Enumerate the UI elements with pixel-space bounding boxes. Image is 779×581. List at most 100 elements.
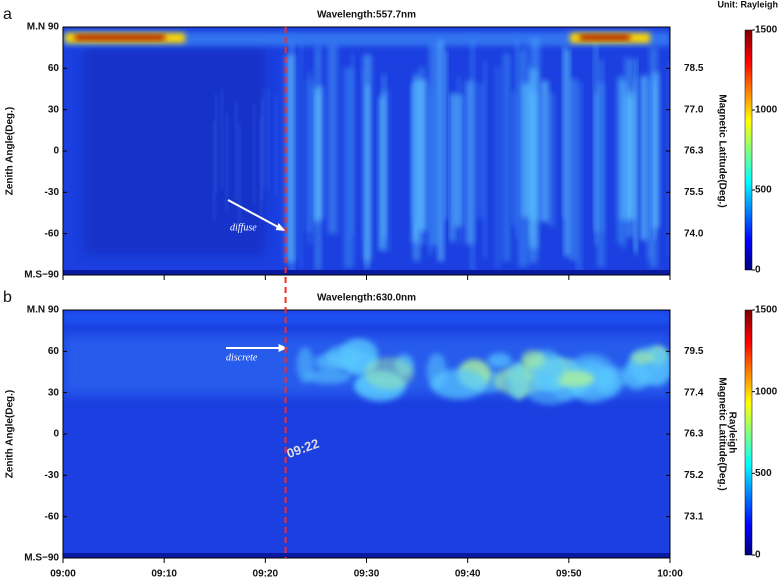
y2-tick-label: 77.4: [684, 387, 704, 398]
aurora-streak: [635, 58, 638, 255]
aurora-patch: [505, 361, 529, 399]
x-tick-label: 09:00: [50, 569, 76, 580]
y-tick-label: M.N 90: [27, 305, 60, 316]
aurora-patch: [631, 350, 655, 365]
colorbar-tick-label: 0: [755, 265, 761, 276]
aurora-streak: [417, 79, 427, 231]
y2-axis-label: Magnetic Latitude(Deg.): [716, 377, 727, 490]
y2-tick-label: 78.5: [684, 63, 704, 74]
y2-tick-label: 75.5: [684, 187, 704, 198]
colorbar-tick-label: 1500: [755, 25, 778, 36]
aurora-streak: [465, 80, 474, 245]
aurora-streak: [351, 53, 354, 237]
y-tick-label: -30: [45, 187, 60, 198]
chart-title: Wavelength:557.7nm: [317, 10, 416, 21]
aurora-streak: [361, 65, 365, 242]
aurora-streak: [365, 84, 370, 269]
aurora-streak: [438, 78, 441, 222]
aurora-streak: [344, 67, 354, 268]
aurora-streak: [626, 58, 634, 238]
aurora-patch: [314, 353, 348, 371]
aurora-streak: [548, 92, 555, 227]
y-tick-label: 30: [48, 387, 60, 398]
y2-axis-label: Magnetic Latitude(Deg.): [716, 94, 727, 207]
arrow: [227, 199, 285, 231]
y-tick-label: -30: [45, 470, 60, 481]
aurora-streak: [275, 95, 278, 196]
colorbar-tick-label: 0: [755, 550, 761, 561]
aurora-streak: [260, 117, 263, 218]
x-tick-label: 09:50: [556, 569, 582, 580]
aurora-patch: [364, 357, 414, 390]
horizon-band: [63, 553, 670, 558]
aurora-streak: [541, 80, 549, 222]
aurora-streak: [299, 41, 303, 269]
aurora-streak: [597, 82, 605, 268]
keogram-image: [63, 310, 670, 558]
aurora-streak: [213, 120, 216, 221]
y2-tick-label: 76.3: [684, 146, 704, 157]
colorbar-tick-label: 1000: [755, 386, 778, 397]
aurora-patch: [487, 352, 512, 369]
aurora-streak: [512, 90, 516, 226]
aurora-streak: [220, 89, 223, 190]
aurora-streak: [483, 61, 487, 258]
y-tick-label: M.S−90: [24, 270, 59, 281]
aurora-streak: [529, 69, 538, 249]
aurora-streak: [412, 84, 418, 223]
aurora-streak: [379, 96, 385, 250]
annotation: discrete: [226, 352, 258, 363]
aurora-streak: [450, 93, 455, 242]
y-tick-label: 30: [48, 104, 60, 115]
y2-tick-label: 79.5: [684, 346, 704, 357]
y-axis-label: Zenith Angle(Deg.): [5, 390, 16, 479]
aurora-streak: [215, 93, 218, 194]
y-tick-label: 0: [53, 429, 59, 440]
aurora-streak: [444, 51, 448, 220]
y2-tick-label: 74.0: [684, 228, 704, 239]
aurora-streak: [382, 74, 386, 238]
aurora-streak: [646, 79, 652, 260]
aurora-patch: [521, 349, 545, 368]
aurora-patch: [553, 370, 595, 387]
y-tick-label: M.N 90: [27, 22, 60, 33]
aurora-streak: [305, 79, 314, 233]
aurora-streak: [438, 40, 444, 262]
y-tick-label: M.S−90: [24, 553, 59, 564]
aurora-streak: [262, 87, 265, 188]
y-tick-label: 60: [48, 63, 60, 74]
y-tick-label: -60: [45, 511, 60, 522]
dark-region: [83, 47, 266, 255]
aurora-streak: [652, 72, 660, 229]
aurora-patch: [647, 361, 670, 387]
colorbar-label: Rayleigh: [726, 412, 737, 454]
aurora-streak: [327, 44, 338, 234]
aurora-streak: [225, 112, 228, 213]
aurora-top: [63, 312, 670, 324]
aurora-streak: [238, 123, 241, 224]
aurora-streak: [515, 39, 519, 239]
aurora-streak: [502, 52, 511, 262]
aurora-top: [63, 32, 670, 46]
aurora-streak: [640, 75, 648, 241]
x-tick-label: 10:00: [657, 569, 683, 580]
y2-tick-label: 76.3: [684, 429, 704, 440]
aurora-streak: [633, 78, 637, 251]
colorbar-tick-label: 500: [755, 185, 772, 196]
colorbar-tick-label: 500: [755, 468, 772, 479]
colorbar: [744, 29, 753, 271]
bright-spot: [580, 35, 630, 40]
panel-label: a: [3, 6, 12, 23]
aurora-patch: [305, 369, 352, 384]
x-tick-label: 09:10: [151, 569, 177, 580]
aurora-patch: [431, 369, 487, 400]
aurora-streak: [562, 44, 566, 219]
y-tick-label: -60: [45, 228, 60, 239]
x-tick-label: 09:20: [253, 569, 279, 580]
horizon-band: [63, 270, 670, 275]
aurora-streak: [315, 93, 320, 223]
x-tick-label: 09:40: [455, 569, 481, 580]
aurora-streak: [453, 94, 460, 217]
y2-tick-label: 77.0: [684, 104, 704, 115]
